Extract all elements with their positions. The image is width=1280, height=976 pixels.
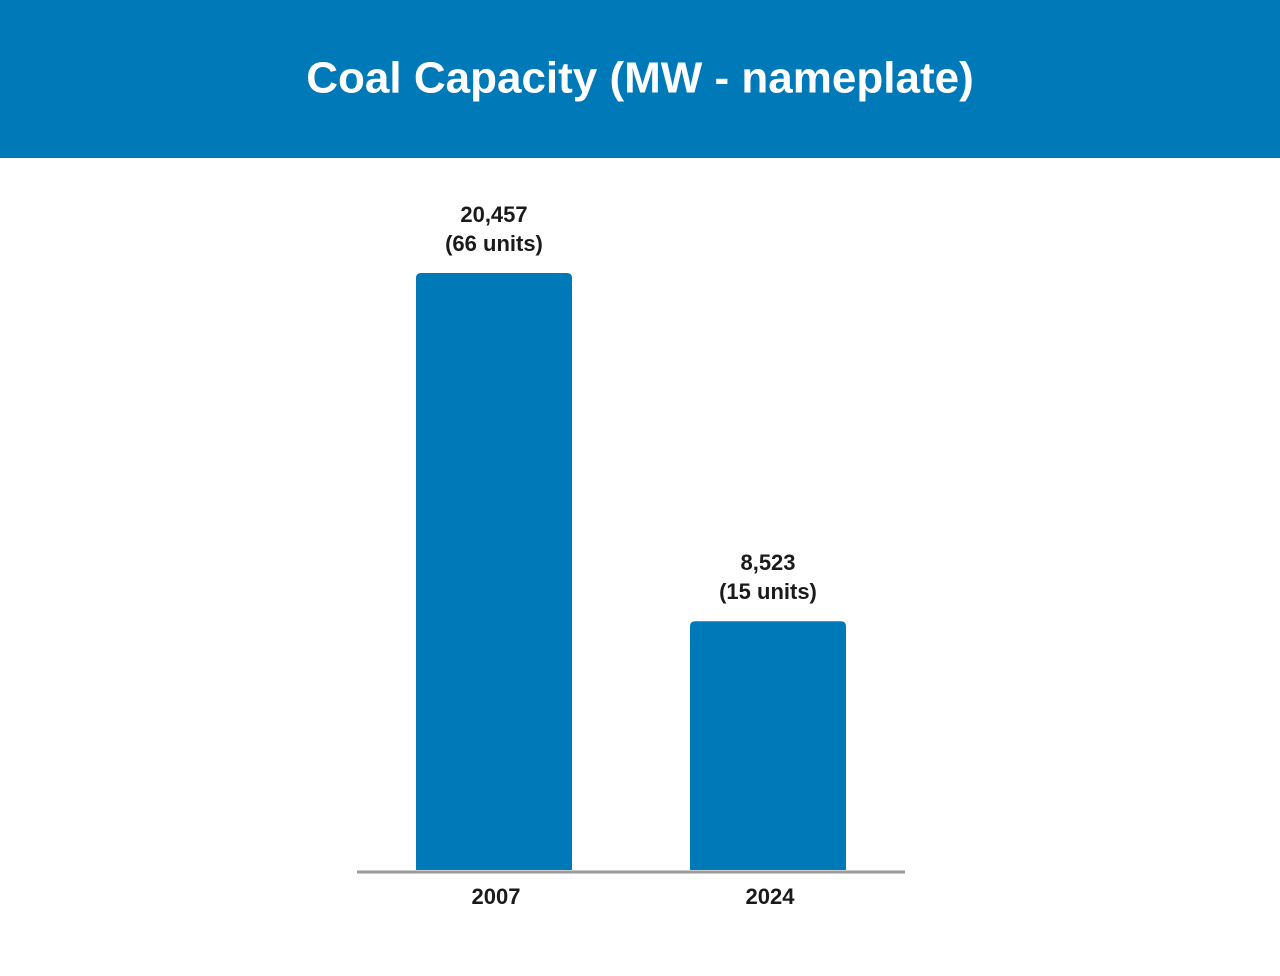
chart-title: Coal Capacity (MW - nameplate): [306, 54, 973, 103]
header-band: [0, 0, 1280, 158]
x-tick-label: 2024: [746, 884, 796, 909]
bar: [690, 621, 846, 870]
value-label: 20,457: [460, 202, 527, 227]
bar: [416, 273, 572, 870]
x-tick-label: 2007: [472, 884, 521, 909]
unit-label: (15 units): [719, 579, 817, 604]
unit-label: (66 units): [445, 231, 543, 256]
value-label: 8,523: [740, 550, 795, 575]
